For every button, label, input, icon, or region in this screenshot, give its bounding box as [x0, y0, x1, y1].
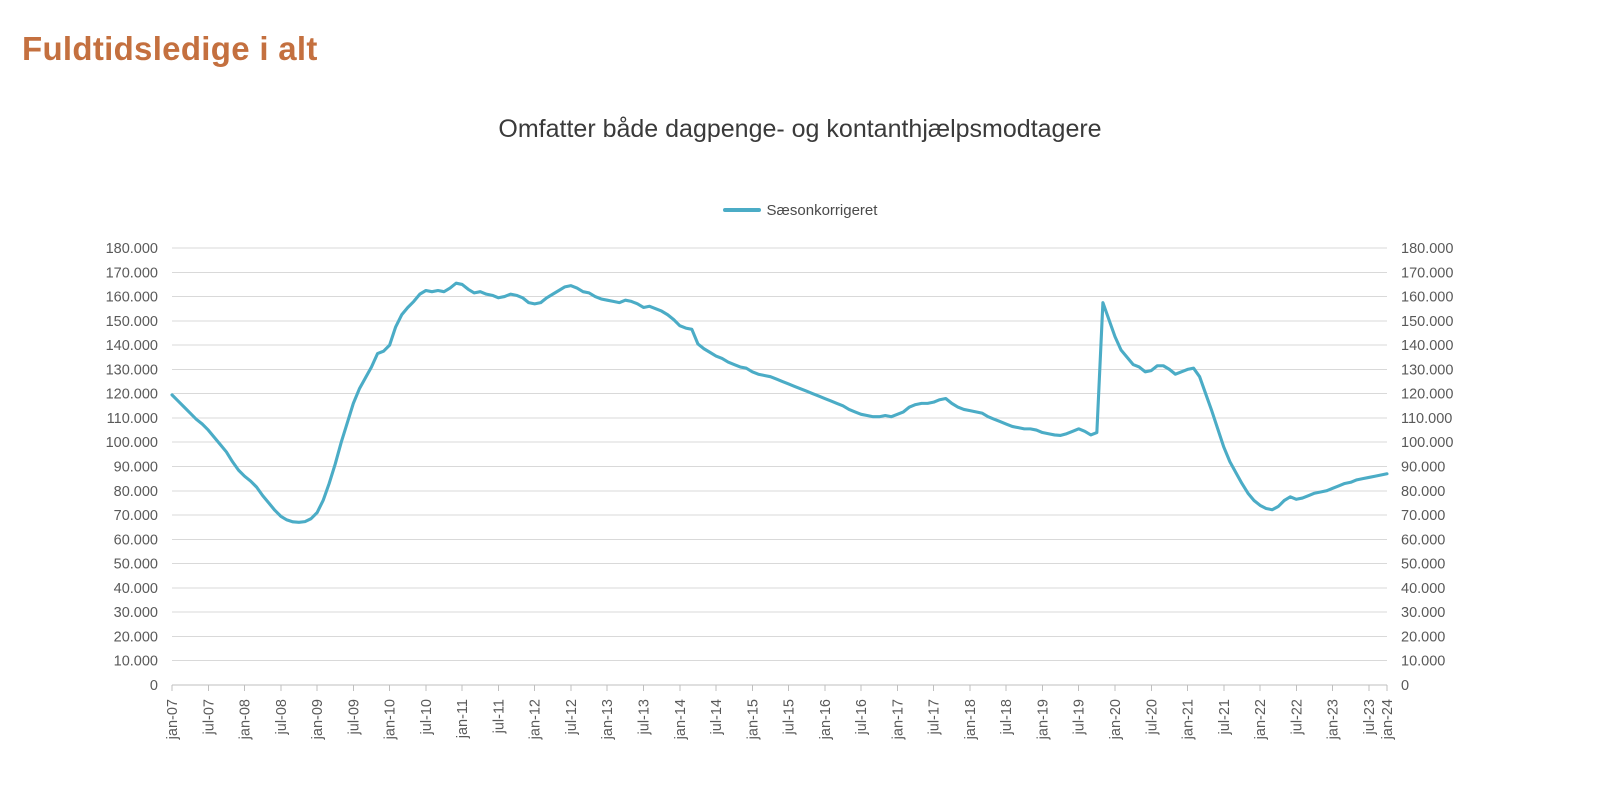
y-axis-right-tick-label: 140.000: [1401, 338, 1453, 354]
series-line: [170, 281, 1389, 524]
y-axis-right-tick-label: 0: [1401, 678, 1409, 694]
x-axis-labels: jan-07 jul-07 jan-08 jul-08 jan-09 jul-09 jan-…: [165, 685, 1396, 740]
y-axis-left-tick-label: 140.000: [106, 338, 158, 354]
x-axis-tick-label: jan-17: [890, 699, 906, 740]
y-axis-left-tick-label: 100.000: [106, 435, 158, 451]
y-axis-right-tick-label: 160.000: [1401, 290, 1453, 306]
x-axis-tick-label: jan-10: [383, 699, 399, 740]
x-axis-tick-label: jan-14: [673, 699, 689, 740]
x-axis-tick-label: jan-24: [1380, 699, 1396, 740]
y-axis-right-tick-label: 130.000: [1401, 362, 1453, 378]
y-axis-right-tick-label: 70.000: [1401, 508, 1445, 524]
y-axis-right-tick-label: 80.000: [1401, 484, 1445, 500]
y-axis-right-tick-label: 10.000: [1401, 654, 1445, 670]
y-axis-left-tick-label: 110.000: [107, 411, 158, 427]
y-axis-right-tick-label: 60.000: [1401, 532, 1445, 548]
x-axis-tick-label: jan-22: [1253, 699, 1269, 740]
x-axis-tick-label: jul-14: [709, 699, 725, 735]
x-axis-tick-label: jan-18: [963, 699, 979, 740]
y-axis-left-labels: 180.000 170.000 160.000 150.000 140.000 130.0…: [106, 241, 158, 694]
x-axis-tick-label: jul-07: [201, 699, 217, 735]
x-axis-tick-label: jan-16: [818, 699, 834, 740]
y-axis-right-tick-label: 40.000: [1401, 581, 1445, 597]
x-axis-tick-label: jan-11: [455, 699, 471, 739]
x-axis-tick-label: jan-15: [745, 699, 761, 740]
y-axis-right-tick-label: 120.000: [1401, 387, 1453, 403]
x-axis-tick-label: jan-09: [310, 699, 326, 740]
x-axis-tick-label: jul-16: [854, 699, 870, 735]
data-series-saesonkorrigeret: [170, 281, 1389, 524]
chart-legend: Sæsonkorrigeret: [0, 200, 1600, 220]
y-axis-right-tick-label: 30.000: [1401, 605, 1445, 621]
x-axis-tick-label: jan-13: [600, 699, 616, 740]
x-axis-tick-label: jan-12: [528, 699, 544, 740]
y-axis-right-tick-label: 170.000: [1401, 265, 1453, 281]
x-axis-tick-label: jul-19: [1072, 699, 1088, 735]
y-axis-right-tick-label: 90.000: [1401, 460, 1445, 476]
x-axis-tick-label: jul-10: [419, 699, 435, 735]
x-axis-tick-label: jan-20: [1108, 699, 1124, 740]
y-axis-left-tick-label: 120.000: [106, 387, 158, 403]
y-axis-left-tick-label: 30.000: [114, 605, 158, 621]
legend-label-saesonkorrigeret: Sæsonkorrigeret: [766, 201, 878, 219]
y-axis-left-tick-label: 80.000: [114, 484, 158, 500]
y-axis-right-tick-label: 100.000: [1401, 435, 1453, 451]
y-axis-right-tick-label: 50.000: [1401, 557, 1445, 573]
x-axis-tick-label: jul-11: [491, 699, 507, 734]
y-axis-left-tick-label: 20.000: [114, 629, 158, 645]
y-axis-left-tick-label: 60.000: [114, 532, 158, 548]
x-axis-tick-label: jul-13: [636, 699, 652, 735]
x-axis-tick-label: jul-12: [564, 699, 580, 735]
y-axis-left-tick-label: 40.000: [114, 581, 158, 597]
y-axis-left-tick-label: 90.000: [114, 460, 158, 476]
y-axis-left-tick-label: 160.000: [106, 290, 158, 306]
x-axis-tick-label: jul-21: [1217, 699, 1233, 735]
y-axis-left-tick-label: 170.000: [106, 265, 158, 281]
y-axis-left-tick-label: 150.000: [106, 314, 158, 330]
x-axis-tick-label: jul-08: [274, 699, 290, 735]
page-title: Fuldtidsledige i alt: [22, 30, 318, 67]
x-axis-tick-label: jan-08: [238, 699, 254, 740]
x-axis-tick-label: jul-22: [1289, 699, 1305, 735]
x-axis-tick-label: jan-19: [1035, 699, 1051, 740]
y-axis-left-tick-label: 180.000: [106, 241, 158, 257]
y-axis-left-tick-label: 70.000: [114, 508, 158, 524]
x-axis-tick-label: jan-07: [165, 699, 181, 740]
x-axis-tick-label: jul-20: [1144, 699, 1160, 735]
x-axis-tick-label: jul-09: [346, 699, 362, 735]
y-axis-left-tick-label: 50.000: [114, 557, 158, 573]
legend-swatch-saesonkorrigeret: [722, 208, 761, 212]
chart-subtitle: Omfatter både dagpenge- og kontanthjælps…: [498, 115, 1102, 143]
y-axis-right-tick-label: 20.000: [1401, 629, 1445, 645]
y-axis-right-tick-label: 150.000: [1401, 314, 1453, 330]
x-axis-tick-label: jul-17: [927, 699, 943, 735]
x-axis-tick-label: jan-21: [1181, 699, 1197, 740]
y-axis-right-tick-label: 180.000: [1401, 241, 1453, 257]
y-axis-left-tick-label: 10.000: [114, 654, 158, 670]
gridlines: [172, 247, 1387, 686]
x-axis-tick-label: jul-15: [782, 699, 798, 735]
y-axis-right-tick-label: 110.000: [1401, 411, 1452, 427]
x-axis-tick-label: jul-23: [1362, 699, 1378, 735]
y-axis-left-tick-label: 130.000: [106, 362, 158, 378]
x-axis-tick-label: jan-23: [1326, 699, 1342, 740]
x-axis-tick-label: jul-18: [999, 699, 1015, 735]
y-axis-left-tick-label: 0: [150, 678, 158, 694]
y-axis-right-labels: 180.000 170.000 160.000 150.000 140.000 130.0…: [1401, 241, 1453, 694]
